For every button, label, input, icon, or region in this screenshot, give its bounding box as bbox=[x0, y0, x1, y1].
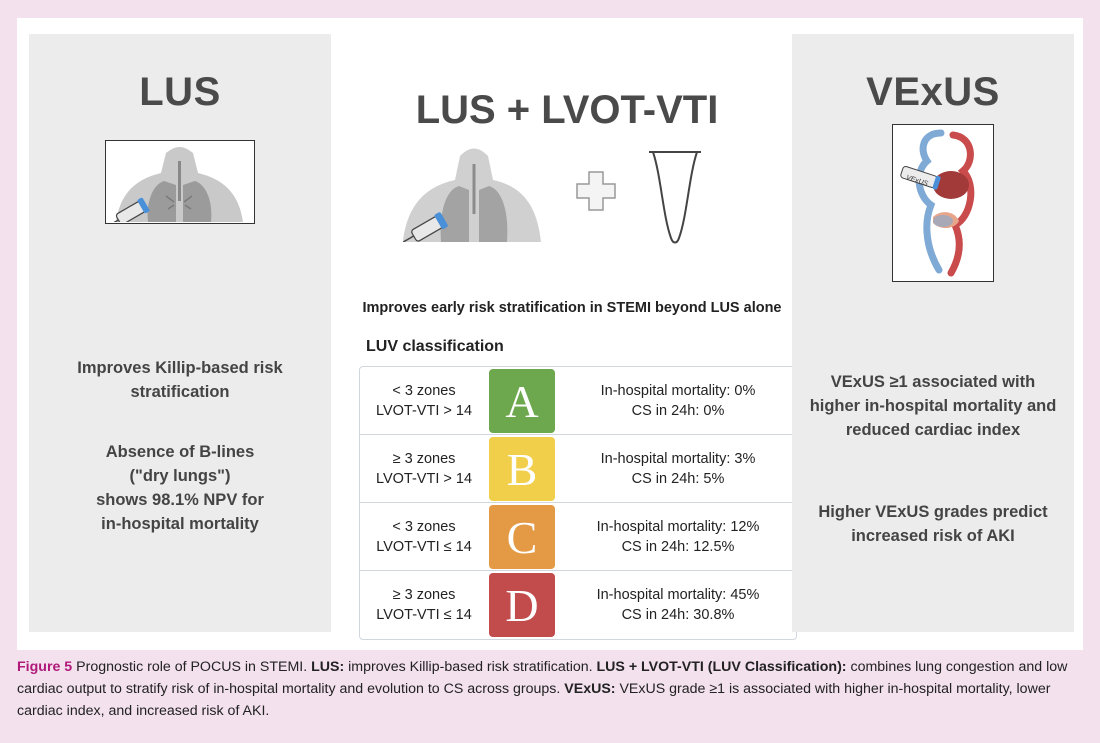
vexus-text-mortality: VExUS ≥1 associated with higher in-hospi… bbox=[809, 373, 1057, 439]
luv-table-heading: LUV classification bbox=[366, 338, 504, 355]
lus-text-npv: Absence of B-lines ("dry lungs") shows 9… bbox=[96, 443, 264, 533]
luv-classification-table: < 3 zones LVOT-VTI > 14 A In-hospital mo… bbox=[359, 366, 797, 640]
table-row: < 3 zones LVOT-VTI ≤ 14 C In-hospital mo… bbox=[360, 503, 796, 571]
figure-caption: Figure 5 Prognostic role of POCUS in STE… bbox=[17, 656, 1083, 722]
vexus-panel: VExUS VExUS VExUS ≥1 associated with hig… bbox=[792, 34, 1074, 632]
grade-badge-a: A bbox=[489, 369, 555, 433]
figure-panel: LUS Improves Killip-based risk stratific… bbox=[17, 18, 1083, 650]
table-row: ≥ 3 zones LVOT-VTI ≤ 14 D In-hospital mo… bbox=[360, 571, 796, 639]
criteria-zones: < 3 zones bbox=[392, 383, 456, 399]
outcome-cell: In-hospital mortality: 0% CS in 24h: 0% bbox=[560, 367, 796, 435]
caption-intro: Prognostic role of POCUS in STEMI. bbox=[72, 659, 312, 675]
criteria-zones: < 3 zones bbox=[392, 519, 456, 535]
figure-label: Figure 5 bbox=[17, 659, 73, 675]
lung-ultrasound-icon bbox=[105, 140, 255, 226]
chest-ultrasound-icon bbox=[402, 148, 541, 242]
vexus-title: VExUS bbox=[866, 70, 1000, 114]
caption-lus-text: improves Killip-based risk stratificatio… bbox=[344, 659, 597, 675]
caption-luv-text: combines lung congestion and low cardiac… bbox=[17, 659, 1068, 697]
outcome-mortality: In-hospital mortality: 12% bbox=[596, 519, 760, 535]
criteria-lvot-vti: LVOT-VTI > 14 bbox=[375, 403, 473, 419]
outcome-cs: CS in 24h: 30.8% bbox=[621, 607, 735, 623]
outcome-mortality: In-hospital mortality: 0% bbox=[600, 383, 756, 399]
outcome-cs: CS in 24h: 5% bbox=[631, 471, 725, 487]
grade-badge-b: B bbox=[489, 437, 555, 501]
criteria-cell: < 3 zones LVOT-VTI ≤ 14 bbox=[360, 503, 488, 571]
lus-panel: LUS Improves Killip-based risk stratific… bbox=[29, 34, 331, 632]
caption-vexus-text: VExUS grade ≥1 is associated with higher… bbox=[17, 681, 1051, 719]
vexus-text-aki: Higher VExUS grades predict increased ri… bbox=[818, 503, 1048, 545]
lus-title: LUS bbox=[139, 70, 221, 114]
grade-badge-c: C bbox=[489, 505, 555, 569]
criteria-lvot-vti: LVOT-VTI ≤ 14 bbox=[376, 539, 472, 555]
outcome-mortality: In-hospital mortality: 45% bbox=[596, 587, 760, 603]
outcome-cell: In-hospital mortality: 45% CS in 24h: 30… bbox=[560, 571, 796, 639]
center-subtitle: Improves early risk stratification in ST… bbox=[362, 300, 782, 316]
outcome-mortality: In-hospital mortality: 3% bbox=[600, 451, 756, 467]
criteria-cell: ≥ 3 zones LVOT-VTI ≤ 14 bbox=[360, 571, 488, 639]
caption-vexus-label: VExUS: bbox=[564, 681, 616, 697]
criteria-zones: ≥ 3 zones bbox=[392, 451, 456, 467]
table-row: < 3 zones LVOT-VTI > 14 A In-hospital mo… bbox=[360, 367, 796, 435]
vexus-venous-system-icon: VExUS bbox=[892, 124, 994, 282]
center-title: LUS + LVOT-VTI bbox=[415, 88, 719, 132]
caption-luv-label: LUS + LVOT-VTI (LUV Classification): bbox=[596, 659, 847, 675]
criteria-lvot-vti: LVOT-VTI ≤ 14 bbox=[376, 607, 472, 623]
criteria-zones: ≥ 3 zones bbox=[392, 587, 456, 603]
outcome-cell: In-hospital mortality: 3% CS in 24h: 5% bbox=[560, 435, 796, 503]
grade-badge-d: D bbox=[489, 573, 555, 637]
lvot-vti-waveform-icon bbox=[649, 151, 701, 244]
outcome-cs: CS in 24h: 0% bbox=[631, 403, 725, 419]
criteria-lvot-vti: LVOT-VTI > 14 bbox=[375, 471, 473, 487]
outcome-cell: In-hospital mortality: 12% CS in 24h: 12… bbox=[560, 503, 796, 571]
criteria-cell: < 3 zones LVOT-VTI > 14 bbox=[360, 367, 488, 435]
table-row: ≥ 3 zones LVOT-VTI > 14 B In-hospital mo… bbox=[360, 435, 796, 503]
criteria-cell: ≥ 3 zones LVOT-VTI > 14 bbox=[360, 435, 488, 503]
caption-lus-label: LUS: bbox=[311, 659, 345, 675]
outcome-cs: CS in 24h: 12.5% bbox=[621, 539, 735, 555]
lus-text-killip: Improves Killip-based risk stratificatio… bbox=[77, 359, 283, 401]
plus-icon bbox=[576, 171, 616, 211]
